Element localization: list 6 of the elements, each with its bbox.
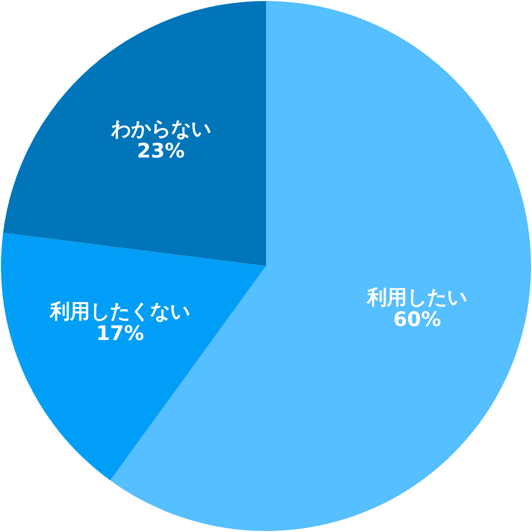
- slice-label: 利用したい: [366, 285, 468, 310]
- data-label: 23%: [136, 138, 185, 163]
- data-label: 17%: [96, 321, 144, 346]
- slice-label: わからない: [110, 116, 211, 141]
- data-label: 60%: [393, 307, 442, 332]
- slice-label: 利用したくない: [49, 299, 190, 324]
